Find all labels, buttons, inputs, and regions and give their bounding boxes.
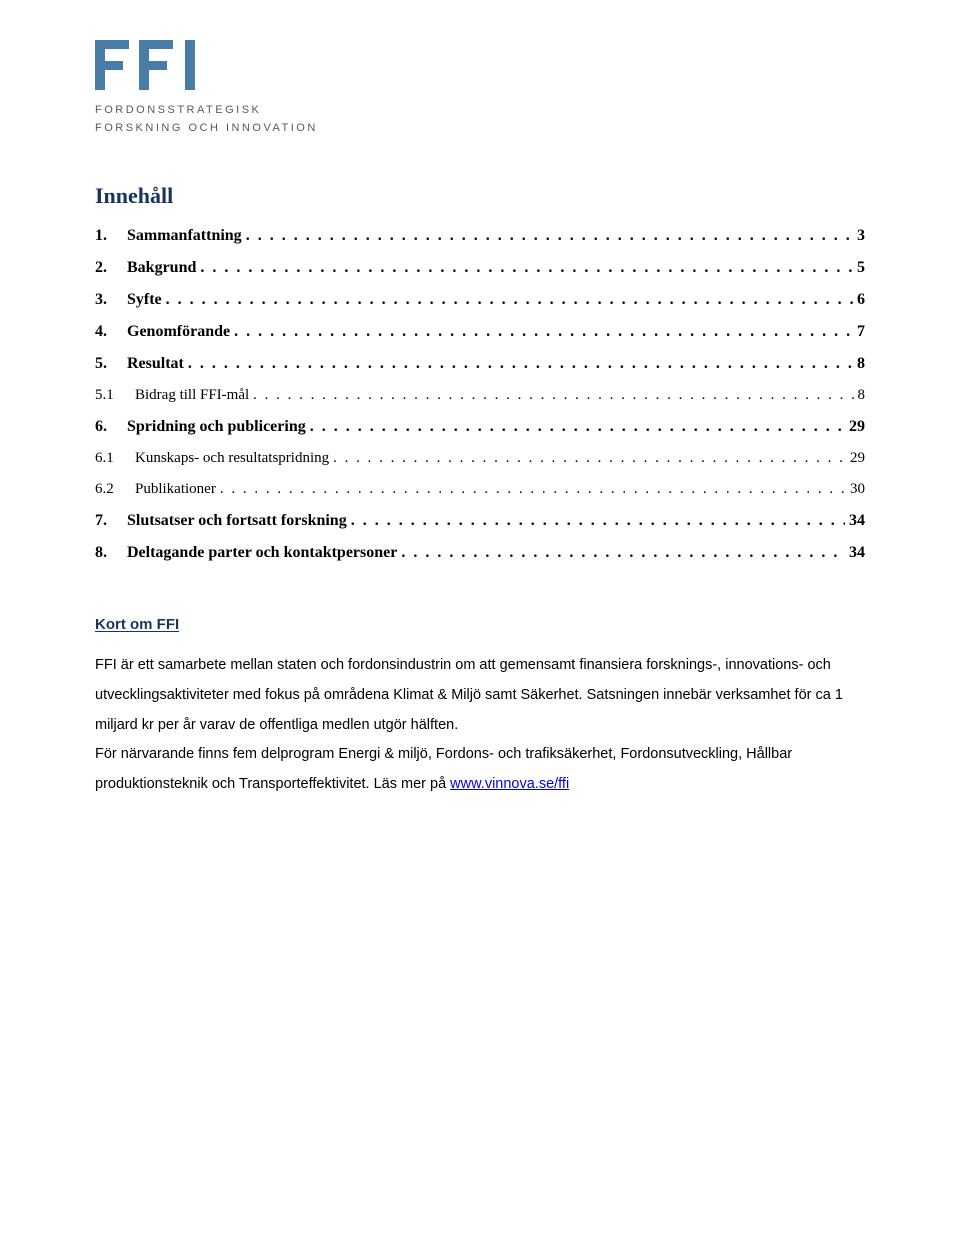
toc-num: 7. — [95, 512, 127, 530]
toc-num: 6.1 — [95, 450, 135, 467]
toc-leader: . . . . . . . . . . . . . . . . . . . . … — [351, 512, 845, 530]
toc-entry[interactable]: 7.Slutsatser och fortsatt forskning. . .… — [95, 512, 865, 530]
toc-leader: . . . . . . . . . . . . . . . . . . . . … — [246, 227, 853, 245]
toc-page: 30 — [846, 481, 865, 498]
toc-label: Sammanfattning — [127, 227, 246, 245]
toc-num: 6.2 — [95, 481, 135, 498]
toc-entry[interactable]: 8.Deltagande parter och kontaktpersoner.… — [95, 544, 865, 562]
toc-leader: . . . . . . . . . . . . . . . . . . . . … — [188, 355, 853, 373]
toc-num: 5. — [95, 355, 127, 373]
toc-label: Spridning och publicering — [127, 418, 310, 436]
toc-label: Bidrag till FFI-mål — [135, 387, 253, 404]
toc-entry[interactable]: 2.Bakgrund. . . . . . . . . . . . . . . … — [95, 259, 865, 277]
toc-title: Innehåll — [95, 183, 865, 209]
toc-leader: . . . . . . . . . . . . . . . . . . . . … — [333, 450, 846, 467]
toc-num: 2. — [95, 259, 127, 277]
toc-entry[interactable]: 4.Genomförande. . . . . . . . . . . . . … — [95, 323, 865, 341]
toc-num: 6. — [95, 418, 127, 436]
kort-paragraph-2: För närvarande finns fem delprogram Ener… — [95, 740, 865, 799]
toc-page: 5 — [853, 259, 865, 277]
toc-leader: . . . . . . . . . . . . . . . . . . . . … — [310, 418, 845, 436]
kort-p2-text: För närvarande finns fem delprogram Ener… — [95, 746, 792, 792]
toc-page: 8 — [853, 355, 865, 373]
toc-entry[interactable]: 6.2Publikationer. . . . . . . . . . . . … — [95, 481, 865, 498]
table-of-contents: 1.Sammanfattning. . . . . . . . . . . . … — [95, 227, 865, 562]
toc-leader: . . . . . . . . . . . . . . . . . . . . … — [401, 544, 845, 562]
toc-num: 5.1 — [95, 387, 135, 404]
toc-page: 29 — [846, 450, 865, 467]
toc-leader: . . . . . . . . . . . . . . . . . . . . … — [166, 291, 853, 309]
toc-label: Deltagande parter och kontaktpersoner — [127, 544, 401, 562]
toc-label: Syfte — [127, 291, 166, 309]
toc-entry[interactable]: 5.Resultat. . . . . . . . . . . . . . . … — [95, 355, 865, 373]
toc-label: Publikationer — [135, 481, 220, 498]
toc-label: Resultat — [127, 355, 188, 373]
ffi-logo-icon — [95, 40, 215, 96]
kort-om-ffi-heading: Kort om FFI — [95, 616, 865, 633]
toc-page: 34 — [845, 512, 865, 530]
toc-page: 29 — [845, 418, 865, 436]
toc-page: 7 — [853, 323, 865, 341]
toc-page: 34 — [845, 544, 865, 562]
toc-page: 3 — [853, 227, 865, 245]
toc-label: Genomförande — [127, 323, 234, 341]
toc-leader: . . . . . . . . . . . . . . . . . . . . … — [200, 259, 853, 277]
toc-leader: . . . . . . . . . . . . . . . . . . . . … — [220, 481, 846, 498]
ffi-logo-block: Fordonsstrategisk Forskning och Innovati… — [95, 40, 865, 137]
toc-entry[interactable]: 5.1Bidrag till FFI-mål. . . . . . . . . … — [95, 387, 865, 404]
toc-label: Slutsatser och fortsatt forskning — [127, 512, 351, 530]
logo-subtitle: Fordonsstrategisk Forskning och Innovati… — [95, 102, 865, 137]
vinnova-link[interactable]: www.vinnova.se/ffi — [450, 776, 569, 792]
toc-page: 6 — [853, 291, 865, 309]
toc-leader: . . . . . . . . . . . . . . . . . . . . … — [234, 323, 853, 341]
toc-num: 3. — [95, 291, 127, 309]
toc-num: 4. — [95, 323, 127, 341]
toc-label: Bakgrund — [127, 259, 200, 277]
toc-leader: . . . . . . . . . . . . . . . . . . . . … — [253, 387, 853, 404]
toc-page: 8 — [854, 387, 866, 404]
toc-num: 1. — [95, 227, 127, 245]
toc-entry[interactable]: 3.Syfte. . . . . . . . . . . . . . . . .… — [95, 291, 865, 309]
kort-paragraph-1: FFI är ett samarbete mellan staten och f… — [95, 651, 865, 740]
toc-entry[interactable]: 1.Sammanfattning. . . . . . . . . . . . … — [95, 227, 865, 245]
logo-sub-line1: Fordonsstrategisk — [95, 102, 865, 120]
logo-sub-line2: Forskning och Innovation — [95, 120, 865, 138]
document-page: Fordonsstrategisk Forskning och Innovati… — [0, 0, 960, 1240]
toc-label: Kunskaps- och resultatspridning — [135, 450, 333, 467]
toc-num: 8. — [95, 544, 127, 562]
toc-entry[interactable]: 6.1Kunskaps- och resultatspridning. . . … — [95, 450, 865, 467]
toc-entry[interactable]: 6.Spridning och publicering. . . . . . .… — [95, 418, 865, 436]
